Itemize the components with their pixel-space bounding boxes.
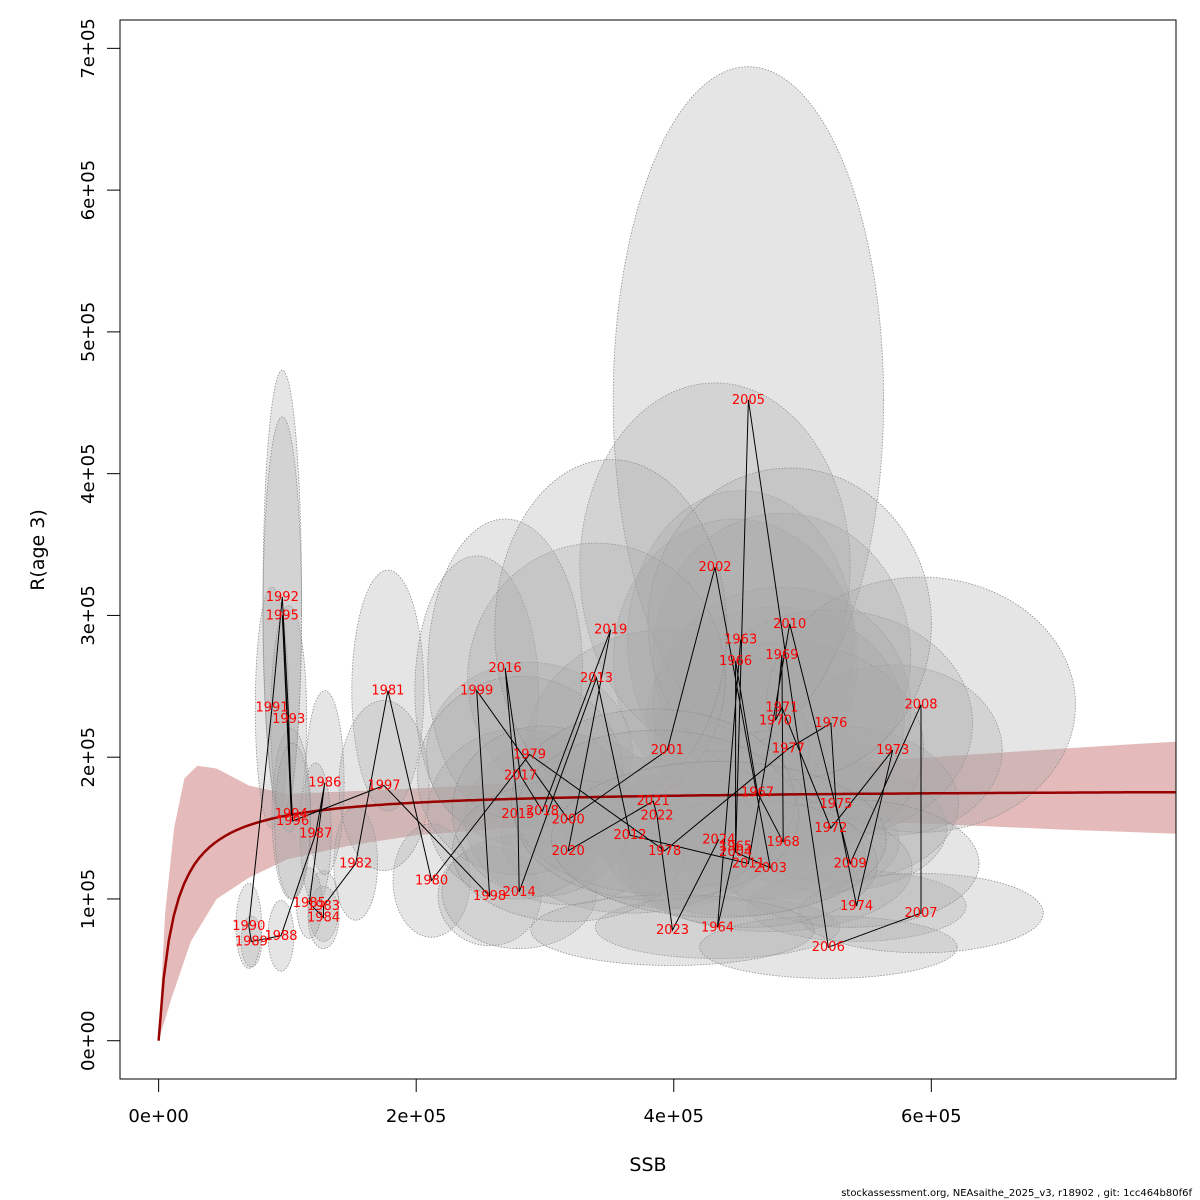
year-label-1969: 1969 <box>765 648 798 663</box>
year-label-2013: 2013 <box>580 671 613 686</box>
x-tick-label: 4e+05 <box>643 1106 704 1127</box>
year-trajectory-line <box>248 399 922 948</box>
year-label-1995: 1995 <box>266 608 299 623</box>
year-label-2007: 2007 <box>904 906 937 921</box>
year-label-2006: 2006 <box>812 940 845 955</box>
year-label-1971: 1971 <box>765 701 798 716</box>
year-label-2009: 2009 <box>834 857 867 872</box>
year-label-1990: 1990 <box>232 919 265 934</box>
y-tick-label: 2e+05 <box>78 727 99 788</box>
year-label-2018: 2018 <box>526 804 559 819</box>
year-label-1972: 1972 <box>814 821 847 836</box>
year-label-2001: 2001 <box>651 743 684 758</box>
year-label-1989: 1989 <box>235 935 268 950</box>
year-label-2023: 2023 <box>656 923 689 938</box>
year-label-2003: 2003 <box>754 861 787 876</box>
year-label-2000: 2000 <box>552 813 585 828</box>
year-label-1983: 1983 <box>307 899 340 914</box>
year-label-2008: 2008 <box>904 698 937 713</box>
year-label-1965: 1965 <box>719 840 752 855</box>
year-label-1968: 1968 <box>767 835 800 850</box>
year-label-2002: 2002 <box>698 560 731 575</box>
y-axis-title: R(age 3) <box>27 509 49 591</box>
year-label-1984: 1984 <box>307 910 340 925</box>
x-tick-label: 0e+00 <box>128 1106 189 1127</box>
year-label-2020: 2020 <box>552 844 585 859</box>
year-label-1997: 1997 <box>367 779 400 794</box>
y-tick-label: 1e+05 <box>78 869 99 930</box>
year-label-1977: 1977 <box>772 742 805 757</box>
year-label-1996: 1996 <box>276 814 309 829</box>
y-tick-label: 3e+05 <box>78 585 99 646</box>
year-label-1993: 1993 <box>272 712 305 727</box>
y-tick-label: 7e+05 <box>78 18 99 79</box>
year-label-1986: 1986 <box>308 776 341 791</box>
year-label-1970: 1970 <box>759 713 792 728</box>
year-label-2015: 2015 <box>501 807 534 822</box>
year-label-2014: 2014 <box>503 885 536 900</box>
x-tick-label: 2e+05 <box>386 1106 447 1127</box>
year-label-1974: 1974 <box>840 899 873 914</box>
y-tick-label: 0e+00 <box>78 1010 99 1071</box>
year-label-2005: 2005 <box>732 393 765 408</box>
year-label-1988: 1988 <box>264 929 297 944</box>
year-label-1994: 1994 <box>275 807 308 822</box>
year-label-2024: 2024 <box>702 832 735 847</box>
x-axis: 0e+00 2e+05 4e+05 6e+05 <box>128 1078 962 1127</box>
confidence-ellipse-2024 <box>551 761 887 918</box>
year-label-1963: 1963 <box>724 633 757 648</box>
year-label-2010: 2010 <box>773 617 806 632</box>
year-label-1992: 1992 <box>266 590 299 605</box>
stock-recruitment-curve <box>157 790 1176 1041</box>
year-label-1967: 1967 <box>741 786 774 801</box>
year-label-1987: 1987 <box>299 827 332 842</box>
year-label-1980: 1980 <box>415 874 448 889</box>
year-label-1978: 1978 <box>648 844 681 859</box>
year-label-1973: 1973 <box>876 743 909 758</box>
year-label-1982: 1982 <box>339 857 372 872</box>
year-label-2021: 2021 <box>637 794 670 809</box>
year-label-1985: 1985 <box>293 896 326 911</box>
trajectory-layer <box>248 399 922 948</box>
year-label-2022: 2022 <box>640 808 673 823</box>
footer-credit: stockassessment.org, NEAsaithe_2025_v3, … <box>841 1188 1192 1199</box>
year-label-2004: 2004 <box>719 845 752 860</box>
year-label-1964: 1964 <box>701 920 734 935</box>
year-label-1975: 1975 <box>819 797 852 812</box>
year-label-2011: 2011 <box>732 857 765 872</box>
year-label-1999: 1999 <box>460 684 493 699</box>
x-axis-title: SSB <box>629 1154 666 1176</box>
y-tick-label: 4e+05 <box>78 443 99 504</box>
y-axis: 0e+00 1e+05 2e+05 3e+05 4e+05 5e+05 6e+05 7e+05 <box>78 18 121 1071</box>
year-label-1966: 1966 <box>719 654 752 669</box>
year-label-1991: 1991 <box>255 701 288 716</box>
year-label-1976: 1976 <box>814 716 847 731</box>
x-tick-label: 6e+05 <box>901 1106 962 1127</box>
year-label-2019: 2019 <box>594 623 627 638</box>
y-tick-label: 6e+05 <box>78 160 99 221</box>
y-tick-label: 5e+05 <box>78 302 99 363</box>
year-label-2017: 2017 <box>504 769 537 784</box>
year-label-2012: 2012 <box>613 828 646 843</box>
year-label-1979: 1979 <box>513 747 546 762</box>
year-label-2016: 2016 <box>489 661 522 676</box>
year-label-1981: 1981 <box>371 684 404 699</box>
curve-layer <box>157 790 1176 1041</box>
year-label-1998: 1998 <box>473 889 506 904</box>
